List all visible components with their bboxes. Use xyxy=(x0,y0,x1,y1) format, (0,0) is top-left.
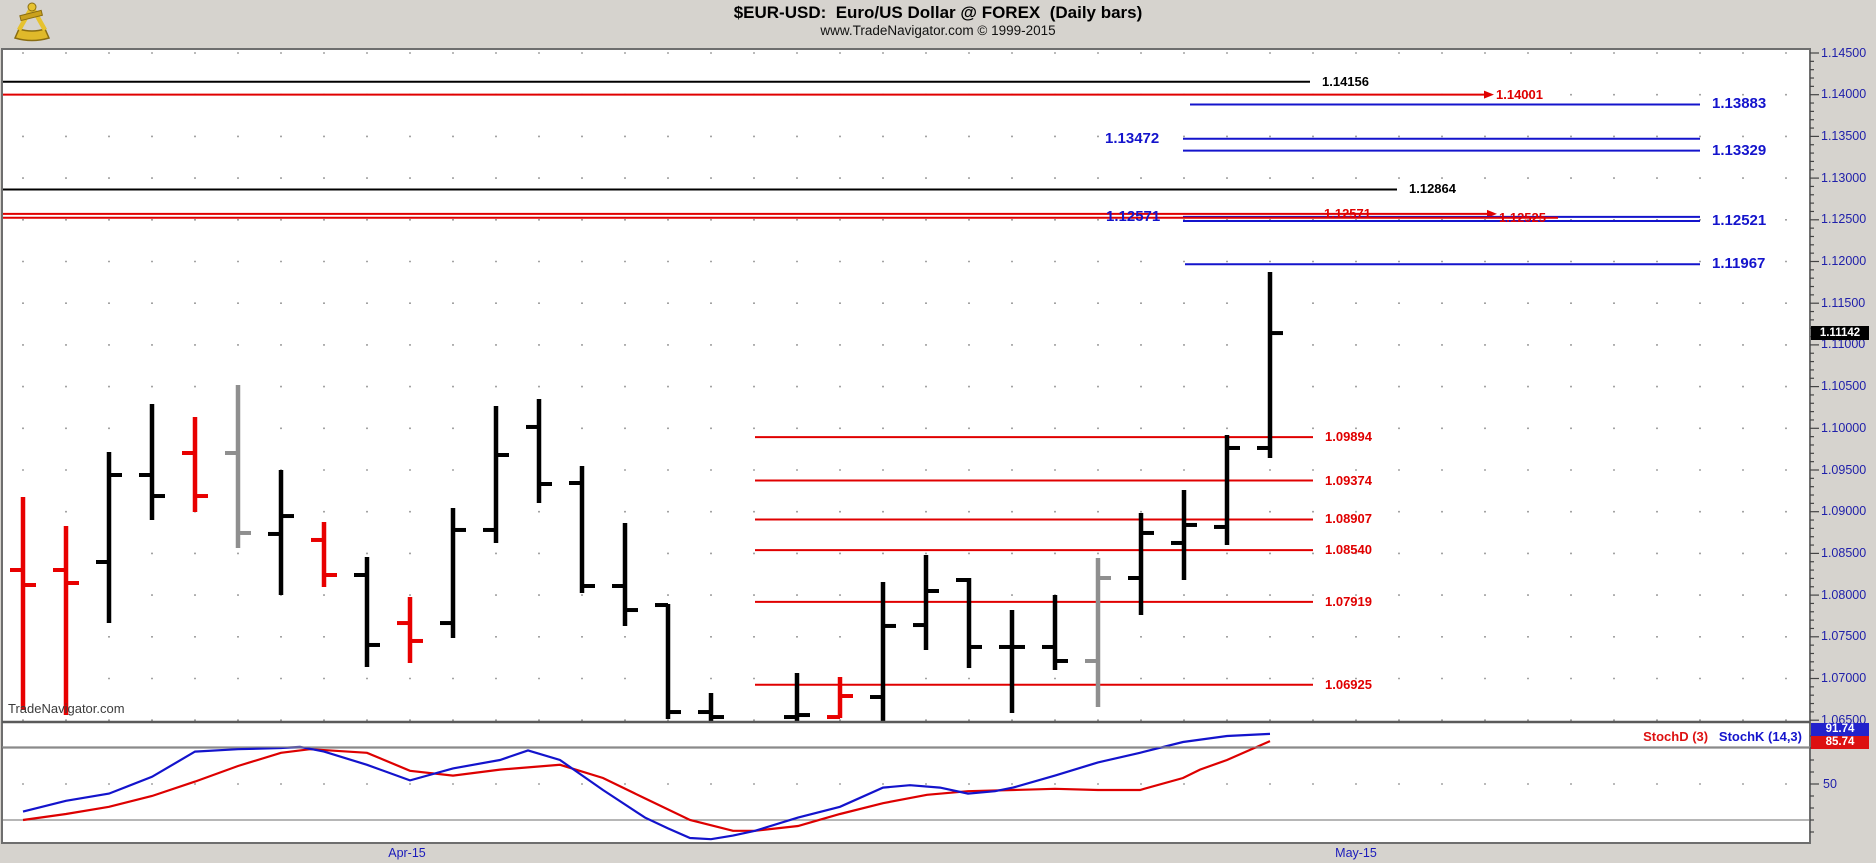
ohlc-bar xyxy=(1257,272,1283,458)
ohlc-bar xyxy=(483,406,509,543)
price-axis-label: 1.08500 xyxy=(1821,545,1867,560)
stochk-value-badge: 91.74 xyxy=(1811,723,1869,736)
ohlc-bar xyxy=(1042,595,1068,670)
level-label-1.09374[interactable]: 1.09374 xyxy=(1325,472,1372,488)
date-axis-label: May-15 xyxy=(1335,846,1377,860)
logo-pivot xyxy=(27,2,37,12)
ohlc-bar xyxy=(612,522,638,626)
level-label-1.12864[interactable]: 1.12864 xyxy=(1409,181,1456,197)
stochk-legend-label[interactable]: StochK (14,3) xyxy=(1718,729,1802,744)
watermark: TradeNavigator.com xyxy=(8,701,125,716)
ohlc-bar xyxy=(956,578,982,668)
price-axis-label: 1.12000 xyxy=(1821,254,1867,268)
ohlc-bar xyxy=(999,610,1025,714)
level-label-1.12521[interactable]: 1.12521 xyxy=(1712,212,1767,230)
price-axis-label: 1.07500 xyxy=(1821,629,1867,644)
ohlc-bar xyxy=(569,465,595,594)
price-axis-label: 1.13500 xyxy=(1821,128,1867,143)
ohlc-bar xyxy=(1214,434,1240,545)
level-label-1.12525[interactable]: 1.12525 xyxy=(1499,209,1546,225)
ohlc-bar xyxy=(698,693,724,724)
price-axis-label: 1.11500 xyxy=(1821,295,1866,310)
chart-title: $EUR-USD: Euro/US Dollar @ FOREX (Daily … xyxy=(733,3,1143,22)
ohlc-bar xyxy=(655,603,681,720)
ohlc-bar xyxy=(397,597,423,663)
stochd-curve xyxy=(22,740,1271,832)
level-label-1.08540[interactable]: 1.08540 xyxy=(1325,542,1372,558)
ohlc-bar xyxy=(913,554,939,650)
level-line-arrowhead xyxy=(1484,90,1494,99)
ohlc-bar xyxy=(311,522,337,588)
price-axis-label: 1.10000 xyxy=(1821,420,1867,435)
ohlc-bar xyxy=(225,385,251,548)
plot-background xyxy=(2,49,1810,843)
tradenavigator-logo xyxy=(13,2,51,42)
level-label-1.12571[interactable]: 1.12571 xyxy=(1324,205,1371,221)
ohlc-bar xyxy=(784,672,810,724)
price-axis-label: 1.13000 xyxy=(1821,170,1867,185)
chart-subtitle: www.TradeNavigator.com © 1999-2015 xyxy=(820,23,1056,38)
price-axis-label: 1.06500 xyxy=(1821,712,1867,727)
ohlc-bar xyxy=(354,556,380,667)
stochd-legend-label[interactable]: StochD (3) xyxy=(1643,729,1709,744)
ohlc-bar xyxy=(827,676,853,720)
ohlc-bar xyxy=(10,497,36,711)
price-axis-label: 1.08000 xyxy=(1821,587,1867,602)
level-label-1.09894[interactable]: 1.09894 xyxy=(1325,429,1372,445)
ohlc-bar xyxy=(1085,557,1111,708)
level-label-1.13472[interactable]: 1.13472 xyxy=(1105,129,1160,147)
level-label-1.12571[interactable]: 1.12571 xyxy=(1106,207,1161,225)
ohlc-bar xyxy=(96,451,122,624)
logo-telescope xyxy=(19,9,44,22)
price-axis-label: 1.09500 xyxy=(1821,462,1867,477)
ohlc-bar xyxy=(1171,490,1197,581)
ohlc-bar xyxy=(870,582,896,723)
price-axis-label: 1.14500 xyxy=(1821,45,1867,60)
date-axis-label: Apr-15 xyxy=(388,846,426,860)
ohlc-bar xyxy=(526,399,552,504)
level-label-1.07919[interactable]: 1.07919 xyxy=(1325,593,1372,609)
chart-frame xyxy=(1,48,1811,844)
last-price-badge: 1.11142 xyxy=(1811,326,1869,340)
ohlc-bar xyxy=(1128,513,1154,616)
stoch-midline-label: 50 xyxy=(1823,777,1837,791)
level-label-1.13883[interactable]: 1.13883 xyxy=(1712,95,1767,113)
stochd-value-badge: 85.74 xyxy=(1811,736,1869,749)
price-axis-label: 1.14000 xyxy=(1821,87,1867,102)
price-axis-label: 1.11000 xyxy=(1821,337,1866,352)
ohlc-bar xyxy=(268,470,294,596)
ohlc-bar xyxy=(440,508,466,638)
ohlc-bar xyxy=(182,417,208,513)
price-axis-label: 1.12500 xyxy=(1821,212,1867,227)
level-label-1.11967[interactable]: 1.11967 xyxy=(1712,255,1766,273)
ohlc-bar xyxy=(139,404,165,521)
date-strip xyxy=(0,843,1876,863)
level-label-1.14001[interactable]: 1.14001 xyxy=(1496,86,1543,102)
price-axis-label: 1.07000 xyxy=(1821,671,1867,685)
level-label-1.08907[interactable]: 1.08907 xyxy=(1325,511,1372,527)
ohlc-bar xyxy=(53,525,79,716)
level-label-1.06925[interactable]: 1.06925 xyxy=(1325,676,1372,692)
stochk-curve xyxy=(22,732,1271,841)
stoch-legend: StochD (3) StochK (14,3) xyxy=(1400,729,1802,744)
level-label-1.14156[interactable]: 1.14156 xyxy=(1322,73,1369,89)
price-axis-label: 1.09000 xyxy=(1821,504,1867,519)
level-label-1.13329[interactable]: 1.13329 xyxy=(1712,141,1767,159)
price-axis-label: 1.10500 xyxy=(1821,379,1867,394)
